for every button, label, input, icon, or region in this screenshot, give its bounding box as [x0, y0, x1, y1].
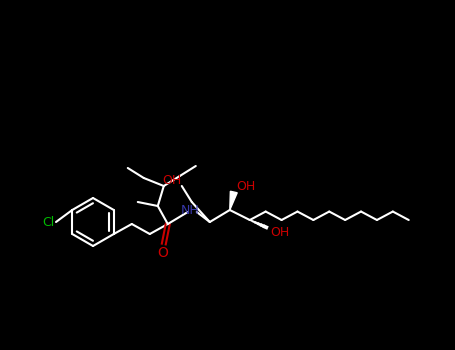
Text: OH: OH [236, 181, 255, 194]
Text: O: O [157, 246, 168, 260]
Polygon shape [230, 191, 237, 210]
Text: OH: OH [270, 225, 289, 238]
Text: OH: OH [162, 174, 182, 187]
Text: Cl: Cl [42, 216, 54, 229]
Text: NH: NH [181, 204, 199, 217]
